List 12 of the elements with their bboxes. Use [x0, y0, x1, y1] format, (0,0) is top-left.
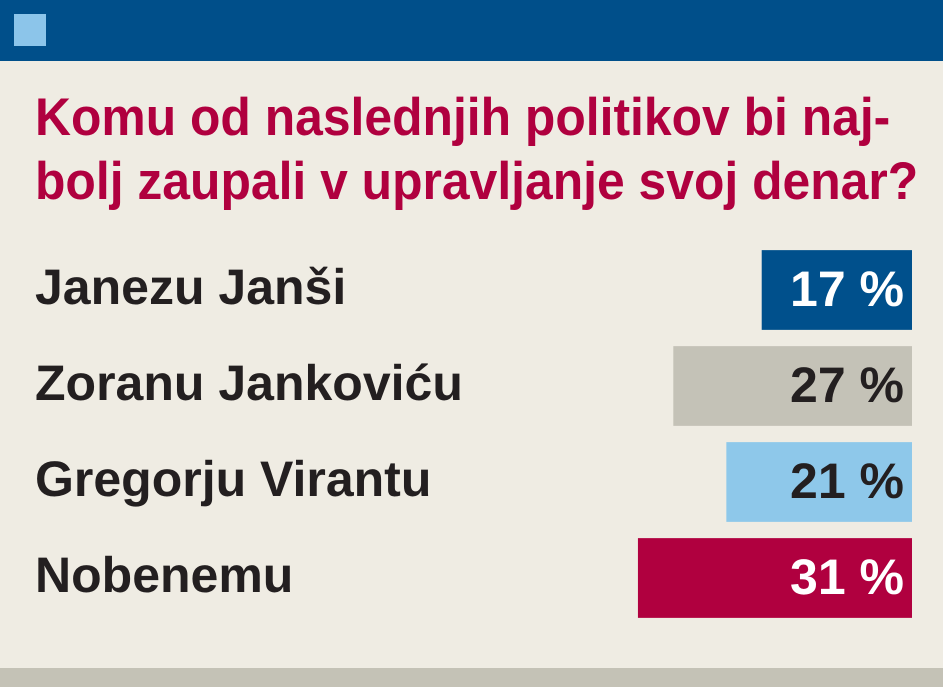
data-label: 31 %	[790, 548, 904, 605]
bar	[638, 538, 912, 618]
y-tick-label: Nobenemu	[35, 546, 294, 603]
data-label: 21 %	[790, 452, 904, 509]
data-label: 27 %	[790, 356, 904, 413]
data-label: 17 %	[790, 260, 904, 317]
bar	[726, 442, 912, 522]
chart-title: Komu od naslednjih politikov bi naj- bolj zaupali v upravljanje svoj denar?	[35, 87, 920, 213]
bar	[673, 346, 912, 426]
y-tick-label: Zoranu Jankoviću	[35, 354, 463, 411]
y-tick-label: Gregorju Virantu	[35, 450, 432, 507]
y-tick-label: Janezu Janši	[35, 258, 346, 315]
